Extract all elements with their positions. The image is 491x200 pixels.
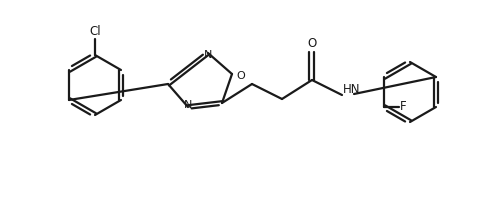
- Text: HN: HN: [343, 83, 360, 96]
- Text: F: F: [400, 100, 407, 114]
- Text: N: N: [184, 100, 192, 110]
- Text: O: O: [307, 37, 317, 50]
- Text: O: O: [236, 71, 245, 81]
- Text: N: N: [204, 50, 212, 60]
- Text: Cl: Cl: [89, 25, 101, 38]
